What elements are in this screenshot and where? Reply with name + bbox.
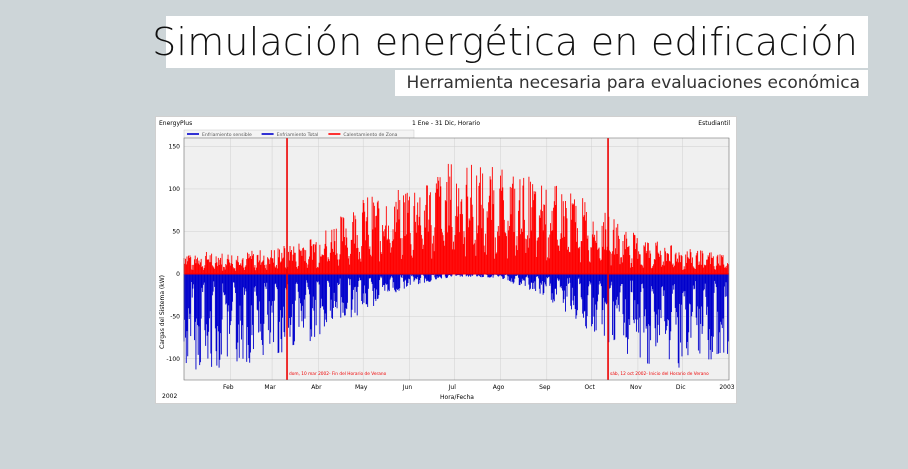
- y-tick-label: 0: [176, 271, 180, 278]
- x-tick-label: Jun: [402, 384, 413, 391]
- y-tick-label: 50: [172, 228, 180, 235]
- legend-label: Enfriamiento sensible: [202, 132, 252, 138]
- title-banner: Simulación energética en edificación: [152, 16, 868, 68]
- dst-marker-label: sáb, 12 oct 2002- Inicio del Horario de …: [610, 370, 709, 377]
- chart-legend: Enfriamiento sensible Enfriamiento Total C…: [183, 129, 415, 139]
- x-tick-label: 2003: [719, 384, 734, 391]
- plot-border: [183, 137, 730, 381]
- period-label: 1 Ene - 31 Dic, Horario: [412, 120, 480, 127]
- x-tick-label: May: [355, 384, 368, 391]
- app-name-label: EnergyPlus: [159, 120, 192, 127]
- y-tick-label: -100: [166, 356, 180, 363]
- y-axis-label: Cargas del Sistema (kW): [159, 275, 166, 349]
- x-tick-label: Dic: [676, 384, 686, 391]
- load-chart: EnergyPlus 1 Ene - 31 Dic, Horario Estud…: [159, 120, 735, 401]
- page-subtitle: Herramienta necesaria para evaluaciones …: [406, 73, 860, 93]
- y-axis-ticks: 150 100 50 0 -50 -100: [166, 143, 180, 362]
- x-tick-label: Abr: [311, 384, 322, 391]
- y-tick-label: 150: [169, 143, 181, 150]
- dst-marker-label: dom, 10 mar 2002- Fin del Horario de Ver…: [289, 371, 387, 377]
- x-tick-label: Sep: [539, 384, 551, 391]
- x-axis-ticks: Feb Mar Abr May Jun Jul Ago Sep Oct Nov Dic 2003: [223, 384, 735, 391]
- license-label: Estudiantil: [698, 120, 730, 127]
- energyplus-chart-window: EnergyPlus 1 Ene - 31 Dic, Horario Estud…: [155, 116, 737, 404]
- legend-label: Calentamiento de Zona: [343, 132, 397, 138]
- y-tick-label: -50: [170, 313, 180, 320]
- x-tick-label: Feb: [223, 384, 234, 391]
- page-title: Simulación energética en edificación: [152, 20, 858, 64]
- x-tick-label: Mar: [264, 384, 276, 391]
- x-axis-label: Hora/Fecha: [440, 394, 474, 401]
- subtitle-banner: Herramienta necesaria para evaluaciones …: [395, 70, 868, 96]
- year-label: 2002: [162, 393, 177, 400]
- legend-label: Enfriamiento Total: [277, 132, 319, 138]
- x-tick-label: Ago: [493, 384, 505, 391]
- y-tick-label: 100: [169, 186, 181, 193]
- x-tick-label: Nov: [630, 384, 642, 391]
- x-tick-label: Jul: [448, 384, 457, 391]
- dst-markers: dom, 10 mar 2002- Fin del Horario de Ver…: [286, 138, 709, 380]
- x-tick-label: Oct: [584, 384, 595, 391]
- load-bars: [183, 163, 729, 370]
